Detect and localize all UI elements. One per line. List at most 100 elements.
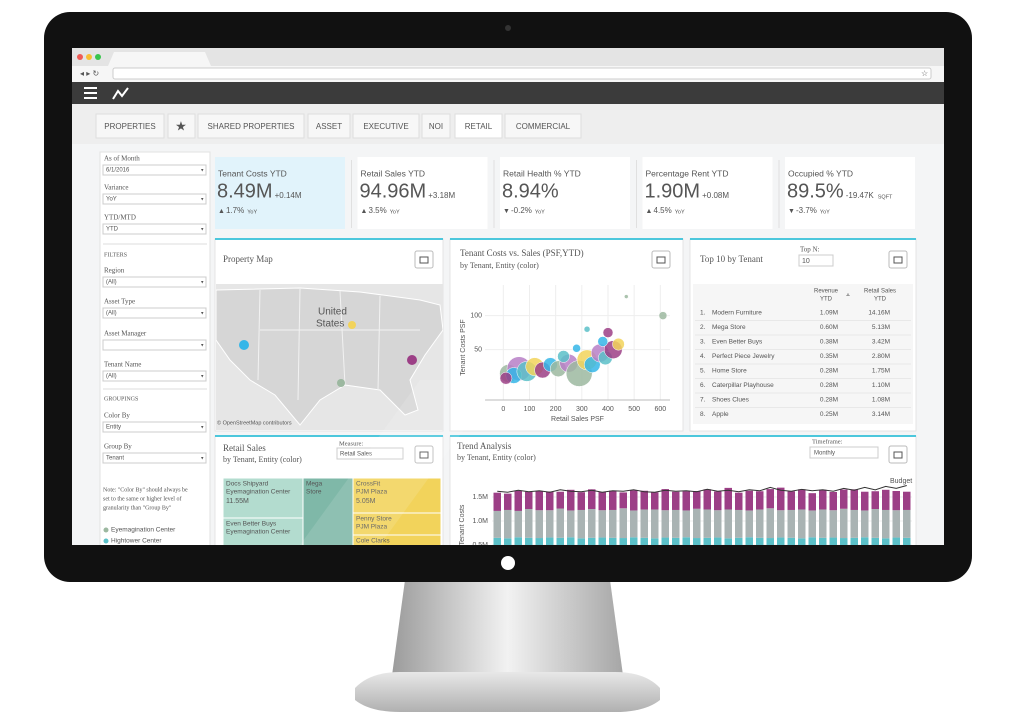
expand-button[interactable] bbox=[888, 250, 908, 269]
expand-button[interactable] bbox=[888, 445, 908, 464]
trend-bar[interactable] bbox=[609, 537, 617, 569]
trend-bar[interactable] bbox=[745, 510, 754, 538]
kpi-card[interactable] bbox=[215, 157, 345, 229]
scatter-point[interactable] bbox=[658, 311, 668, 320]
trend-bar[interactable] bbox=[882, 509, 890, 539]
expand-icon[interactable] bbox=[656, 256, 666, 264]
trend-bar[interactable] bbox=[556, 537, 565, 569]
trend-bar[interactable] bbox=[525, 537, 533, 569]
scatter-point[interactable] bbox=[612, 337, 625, 351]
trend-bar[interactable] bbox=[640, 490, 649, 510]
trend-bar[interactable] bbox=[735, 509, 743, 538]
trend-bar[interactable] bbox=[651, 538, 659, 569]
trend-bar[interactable] bbox=[588, 489, 596, 509]
treemap-tile[interactable] bbox=[352, 534, 441, 550]
trend-bar[interactable] bbox=[766, 538, 775, 569]
trend-bar[interactable] bbox=[619, 508, 628, 539]
trend-bar[interactable] bbox=[535, 538, 544, 569]
favorites-tab[interactable] bbox=[167, 113, 196, 139]
trend-bar[interactable] bbox=[640, 537, 649, 569]
trend-bar[interactable] bbox=[850, 537, 859, 569]
trend-bar[interactable] bbox=[808, 537, 817, 569]
trend-bar[interactable] bbox=[735, 492, 743, 510]
trend-bar[interactable] bbox=[630, 490, 638, 511]
trend-bar[interactable] bbox=[577, 538, 586, 569]
trend-bar[interactable] bbox=[693, 491, 701, 509]
trend-bar[interactable] bbox=[808, 510, 817, 538]
trend-bar[interactable] bbox=[724, 509, 733, 539]
top-n-input[interactable] bbox=[798, 254, 834, 267]
trend-bar[interactable] bbox=[682, 510, 691, 538]
trend-bar[interactable] bbox=[766, 489, 775, 509]
trend-bar[interactable] bbox=[714, 537, 722, 569]
scatter-point[interactable] bbox=[597, 336, 609, 347]
trend-bar[interactable] bbox=[840, 489, 848, 509]
trend-bar[interactable] bbox=[672, 537, 680, 569]
trend-bar[interactable] bbox=[777, 487, 785, 511]
field-select[interactable] bbox=[102, 193, 207, 205]
kpi-card[interactable] bbox=[500, 157, 630, 229]
trend-bar[interactable] bbox=[535, 491, 544, 511]
trend-bar[interactable] bbox=[756, 537, 764, 569]
trend-bar[interactable] bbox=[588, 509, 596, 538]
tab[interactable] bbox=[197, 113, 305, 139]
nav-arrows[interactable]: ◂ ▸ ↻ bbox=[80, 69, 99, 78]
trend-bar[interactable] bbox=[724, 538, 733, 569]
trend-bar[interactable] bbox=[756, 509, 764, 538]
trend-bar[interactable] bbox=[745, 490, 754, 511]
trend-bar[interactable] bbox=[609, 509, 617, 538]
trend-bar[interactable] bbox=[840, 538, 848, 569]
trend-bar[interactable] bbox=[819, 509, 827, 538]
trend-bar[interactable] bbox=[861, 491, 869, 511]
scatter-point[interactable] bbox=[572, 344, 581, 353]
close-dot[interactable] bbox=[77, 54, 83, 60]
tab[interactable] bbox=[454, 113, 503, 139]
expand-icon[interactable] bbox=[893, 451, 903, 459]
expand-icon[interactable] bbox=[419, 451, 429, 459]
scatter-point[interactable] bbox=[557, 350, 570, 363]
trend-bar[interactable] bbox=[819, 489, 827, 510]
trend-bar[interactable] bbox=[892, 537, 901, 569]
trend-bar[interactable] bbox=[850, 489, 859, 510]
trend-bar[interactable] bbox=[682, 537, 691, 569]
trend-bar[interactable] bbox=[703, 509, 712, 538]
kpi-card[interactable] bbox=[357, 157, 488, 229]
field-select[interactable] bbox=[102, 452, 207, 464]
trend-bar[interactable] bbox=[567, 489, 575, 511]
trend-bar[interactable] bbox=[871, 509, 880, 538]
tab[interactable] bbox=[95, 113, 165, 139]
trend-bar[interactable] bbox=[840, 508, 848, 539]
trend-bar[interactable] bbox=[829, 510, 838, 538]
trend-bar[interactable] bbox=[745, 537, 754, 569]
trend-bar[interactable] bbox=[829, 537, 838, 569]
trend-bar[interactable] bbox=[577, 509, 586, 539]
trend-bar[interactable] bbox=[630, 510, 638, 538]
field-select[interactable] bbox=[102, 421, 207, 433]
scatter-point[interactable] bbox=[624, 294, 629, 299]
trend-bar[interactable] bbox=[882, 489, 890, 510]
trend-bar[interactable] bbox=[661, 510, 670, 538]
trend-bar[interactable] bbox=[567, 537, 575, 569]
scatter-point[interactable] bbox=[499, 371, 513, 385]
trend-bar[interactable] bbox=[577, 492, 586, 510]
trend-bar[interactable] bbox=[619, 492, 628, 509]
trend-bar[interactable] bbox=[756, 491, 764, 510]
trend-bar[interactable] bbox=[640, 509, 649, 538]
trend-bar[interactable] bbox=[892, 491, 901, 511]
address-input[interactable] bbox=[112, 67, 932, 80]
treemap-tile[interactable] bbox=[302, 478, 354, 548]
trend-bar[interactable] bbox=[651, 509, 659, 539]
timeframe-select[interactable] bbox=[809, 446, 879, 459]
trend-bar[interactable] bbox=[766, 508, 775, 539]
trend-bar[interactable] bbox=[798, 538, 806, 569]
trend-bar[interactable] bbox=[798, 509, 806, 539]
trend-bar[interactable] bbox=[735, 537, 743, 569]
scatter-point[interactable] bbox=[583, 325, 591, 333]
tab[interactable] bbox=[307, 113, 351, 139]
trend-bar[interactable] bbox=[798, 489, 806, 510]
expand-button[interactable] bbox=[414, 445, 434, 464]
trend-bar[interactable] bbox=[661, 489, 670, 511]
property-marker[interactable] bbox=[407, 355, 417, 365]
measure-select[interactable] bbox=[336, 447, 404, 460]
trend-bar[interactable] bbox=[672, 509, 680, 538]
